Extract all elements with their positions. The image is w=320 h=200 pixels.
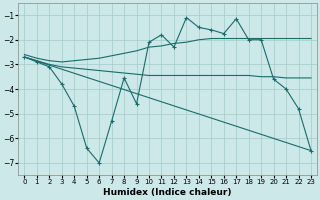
X-axis label: Humidex (Indice chaleur): Humidex (Indice chaleur) (103, 188, 232, 197)
